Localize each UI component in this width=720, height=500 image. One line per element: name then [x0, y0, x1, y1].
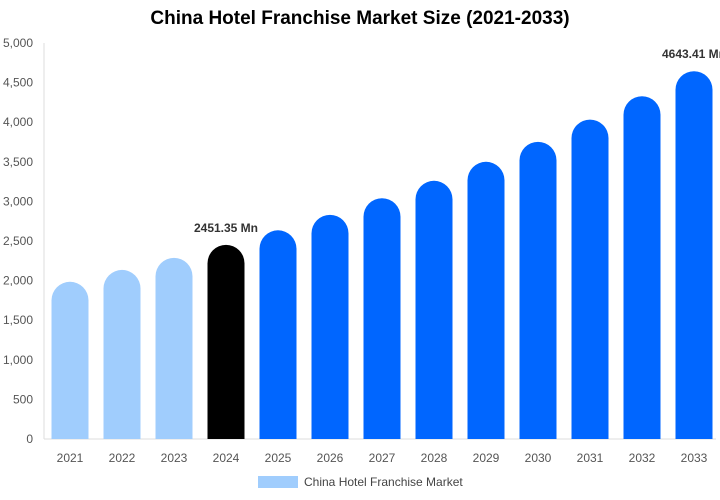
x-tick-label: 2023: [161, 451, 188, 465]
x-tick-label: 2029: [473, 451, 500, 465]
data-label: 4643.41 Mn: [662, 47, 720, 61]
bar-2024: [207, 244, 245, 439]
y-tick-label: 3,000: [3, 194, 33, 208]
bar-2021: [51, 281, 89, 439]
x-tick-label: 2027: [369, 451, 396, 465]
y-tick-label: 1,500: [3, 313, 33, 327]
x-tick-label: 2024: [213, 451, 240, 465]
y-tick-label: 2,000: [3, 274, 33, 288]
y-tick-label: 4,500: [3, 76, 33, 90]
x-tick-label: 2032: [629, 451, 656, 465]
x-tick-label: 2030: [525, 451, 552, 465]
data-label: 2451.35 Mn: [194, 221, 258, 235]
legend[interactable]: China Hotel Franchise Market: [258, 475, 463, 489]
x-tick-label: 2025: [265, 451, 292, 465]
chart-title: China Hotel Franchise Market Size (2021-…: [150, 8, 570, 29]
legend-swatch: [258, 476, 298, 488]
bar-2025: [259, 230, 297, 439]
bar-2032: [623, 96, 661, 439]
bar-2022: [103, 269, 141, 439]
x-tick-label: 2026: [317, 451, 344, 465]
bar-2023: [155, 257, 193, 439]
x-tick-label: 2028: [421, 451, 448, 465]
bar-2029: [467, 161, 505, 440]
legend-label: China Hotel Franchise Market: [304, 475, 463, 489]
y-tick-label: 0: [26, 432, 33, 446]
y-tick-label: 5,000: [3, 36, 33, 50]
bar-2031: [571, 119, 609, 439]
bar-2026: [311, 214, 349, 439]
bar-2027: [363, 198, 401, 439]
y-tick-label: 4,000: [3, 115, 33, 129]
bar-2030: [519, 141, 557, 439]
x-tick-label: 2031: [577, 451, 604, 465]
bar-chart: 0 500 1,000 1,500 2,000 2,500 3,000 3,500 4,000 4…: [3, 36, 720, 465]
x-tick-label: 2033: [681, 451, 708, 465]
x-tick-label: 2022: [109, 451, 136, 465]
y-tick-label: 1,000: [3, 353, 33, 367]
y-tick-label: 500: [13, 392, 33, 406]
y-tick-label: 2,500: [3, 234, 33, 248]
y-tick-label: 3,500: [3, 155, 33, 169]
x-tick-label: 2021: [57, 451, 84, 465]
bar-2033: [675, 71, 713, 439]
bar-2028: [415, 180, 453, 439]
